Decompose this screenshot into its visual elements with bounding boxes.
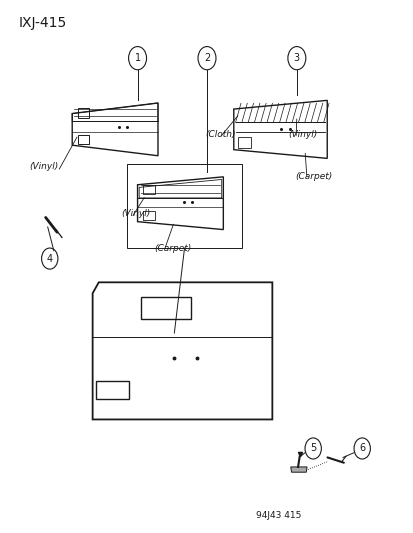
Text: (Carpet): (Carpet) [294, 173, 331, 181]
Polygon shape [290, 467, 306, 472]
Text: 2: 2 [203, 53, 210, 63]
Text: 3: 3 [293, 53, 299, 63]
Bar [141, 297, 191, 319]
Text: 1: 1 [134, 53, 140, 63]
Text: (Carpet): (Carpet) [154, 244, 191, 253]
Text: 5: 5 [309, 443, 316, 454]
Text: (Vinyl): (Vinyl) [121, 209, 150, 219]
Bar [238, 138, 250, 148]
Text: 4: 4 [47, 254, 53, 264]
Text: 6: 6 [358, 443, 364, 454]
Bar [78, 108, 89, 118]
Text: (Vinyl): (Vinyl) [29, 162, 58, 171]
Text: (Cloth): (Cloth) [204, 130, 235, 139]
Bar [143, 185, 154, 194]
Bar [143, 211, 154, 220]
Bar [127, 164, 241, 248]
Text: (Vinyl): (Vinyl) [288, 130, 317, 139]
Text: 94J43 415: 94J43 415 [255, 511, 301, 520]
Bar [78, 135, 89, 144]
Bar [96, 381, 128, 399]
Text: IXJ-415: IXJ-415 [19, 16, 67, 30]
